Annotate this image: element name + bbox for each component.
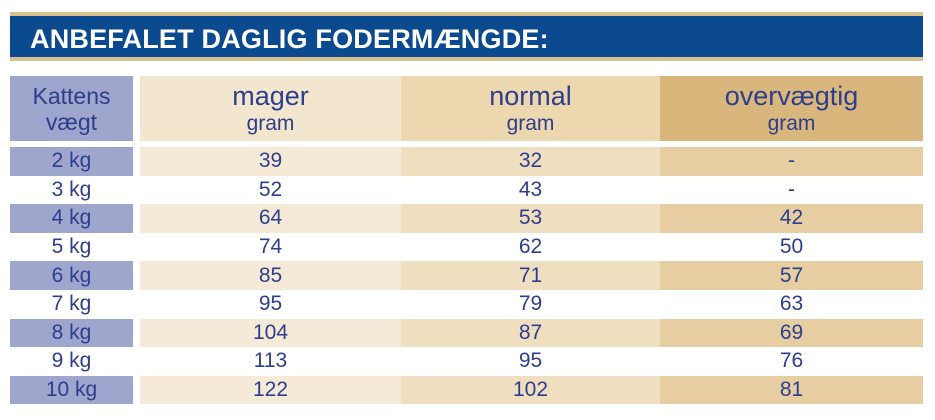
header-mager-name: mager bbox=[232, 80, 309, 111]
title-banner: ANBEFALET DAGLIG FODERMÆNGDE: bbox=[10, 12, 923, 61]
cell-normal: 53 bbox=[401, 204, 660, 233]
header-mager-unit: gram bbox=[246, 111, 295, 135]
cell-weight: 3 kg bbox=[51, 177, 92, 201]
cell-normal: 71 bbox=[401, 261, 660, 290]
cell-mager: 104 bbox=[140, 318, 401, 348]
cell-weight: 8 kg bbox=[10, 318, 133, 348]
cell-weight: 5 kg bbox=[51, 235, 92, 259]
header-normal: normal gram bbox=[401, 76, 660, 141]
table-row: 7 kg 95 79 63 bbox=[10, 289, 923, 319]
cell-weight: 2 kg bbox=[10, 147, 133, 176]
table-body: 2 kg 39 32 - 3 kg 52 43 - 4 kg 64 53 42 … bbox=[10, 147, 923, 405]
cell-normal: 95 bbox=[518, 349, 543, 373]
header-weight: Kattens vægt bbox=[10, 76, 133, 141]
cell-normal: 79 bbox=[518, 292, 543, 316]
header-overvaegtig-name: overvægtig bbox=[724, 80, 859, 111]
cell-overvaegtig: 81 bbox=[660, 375, 923, 405]
cell-mager: 85 bbox=[140, 261, 401, 290]
cell-overvaegtig: 76 bbox=[660, 347, 923, 376]
table-row: 5 kg 74 62 50 bbox=[10, 232, 923, 262]
cell-overvaegtig: 63 bbox=[660, 289, 923, 319]
cell-weight: 10 kg bbox=[10, 375, 133, 405]
cell-normal: 43 bbox=[518, 177, 543, 201]
table-row: 3 kg 52 43 - bbox=[10, 175, 923, 205]
cell-mager: 113 bbox=[253, 349, 288, 373]
cell-mager: 64 bbox=[140, 204, 401, 233]
table-row: 8 kg 104 87 69 bbox=[10, 318, 923, 348]
table-row: 6 kg 85 71 57 bbox=[10, 261, 923, 290]
table-header: Kattens vægt mager gram normal gram over… bbox=[10, 76, 923, 141]
cell-mager: 52 bbox=[258, 177, 283, 201]
cell-normal: 102 bbox=[401, 375, 660, 405]
table-row: 9 kg 113 95 76 bbox=[10, 347, 923, 376]
header-weight-line1: Kattens bbox=[32, 82, 111, 109]
cell-overvaegtig: 42 bbox=[660, 204, 923, 233]
cell-weight: 7 kg bbox=[51, 292, 92, 316]
cell-weight: 9 kg bbox=[51, 349, 92, 373]
feeding-table: Kattens vægt mager gram normal gram over… bbox=[10, 76, 923, 405]
header-overvaegtig-unit: gram bbox=[767, 111, 816, 135]
header-mager: mager gram bbox=[140, 76, 401, 141]
cell-overvaegtig: - bbox=[660, 175, 923, 205]
page-title: ANBEFALET DAGLIG FODERMÆNGDE: bbox=[30, 24, 549, 54]
cell-mager: 74 bbox=[258, 235, 283, 259]
table-row: 10 kg 122 102 81 bbox=[10, 375, 923, 405]
header-overvaegtig: overvægtig gram bbox=[660, 76, 923, 141]
cell-mager: 39 bbox=[140, 147, 401, 176]
table-row: 2 kg 39 32 - bbox=[10, 147, 923, 176]
table-row: 4 kg 64 53 42 bbox=[10, 204, 923, 233]
cell-normal: 32 bbox=[401, 147, 660, 176]
cell-overvaegtig: 50 bbox=[660, 232, 923, 262]
header-weight-line2: vægt bbox=[45, 108, 98, 135]
cell-mager: 122 bbox=[140, 375, 401, 405]
cell-normal: 87 bbox=[401, 318, 660, 348]
cell-overvaegtig: 57 bbox=[660, 261, 923, 290]
header-normal-unit: gram bbox=[506, 111, 555, 135]
cell-normal: 62 bbox=[518, 235, 543, 259]
cell-weight: 6 kg bbox=[10, 261, 133, 290]
cell-overvaegtig: - bbox=[660, 147, 923, 176]
cell-overvaegtig: 69 bbox=[660, 318, 923, 348]
cell-mager: 95 bbox=[258, 292, 283, 316]
cell-weight: 4 kg bbox=[10, 204, 133, 233]
header-normal-name: normal bbox=[489, 80, 572, 111]
